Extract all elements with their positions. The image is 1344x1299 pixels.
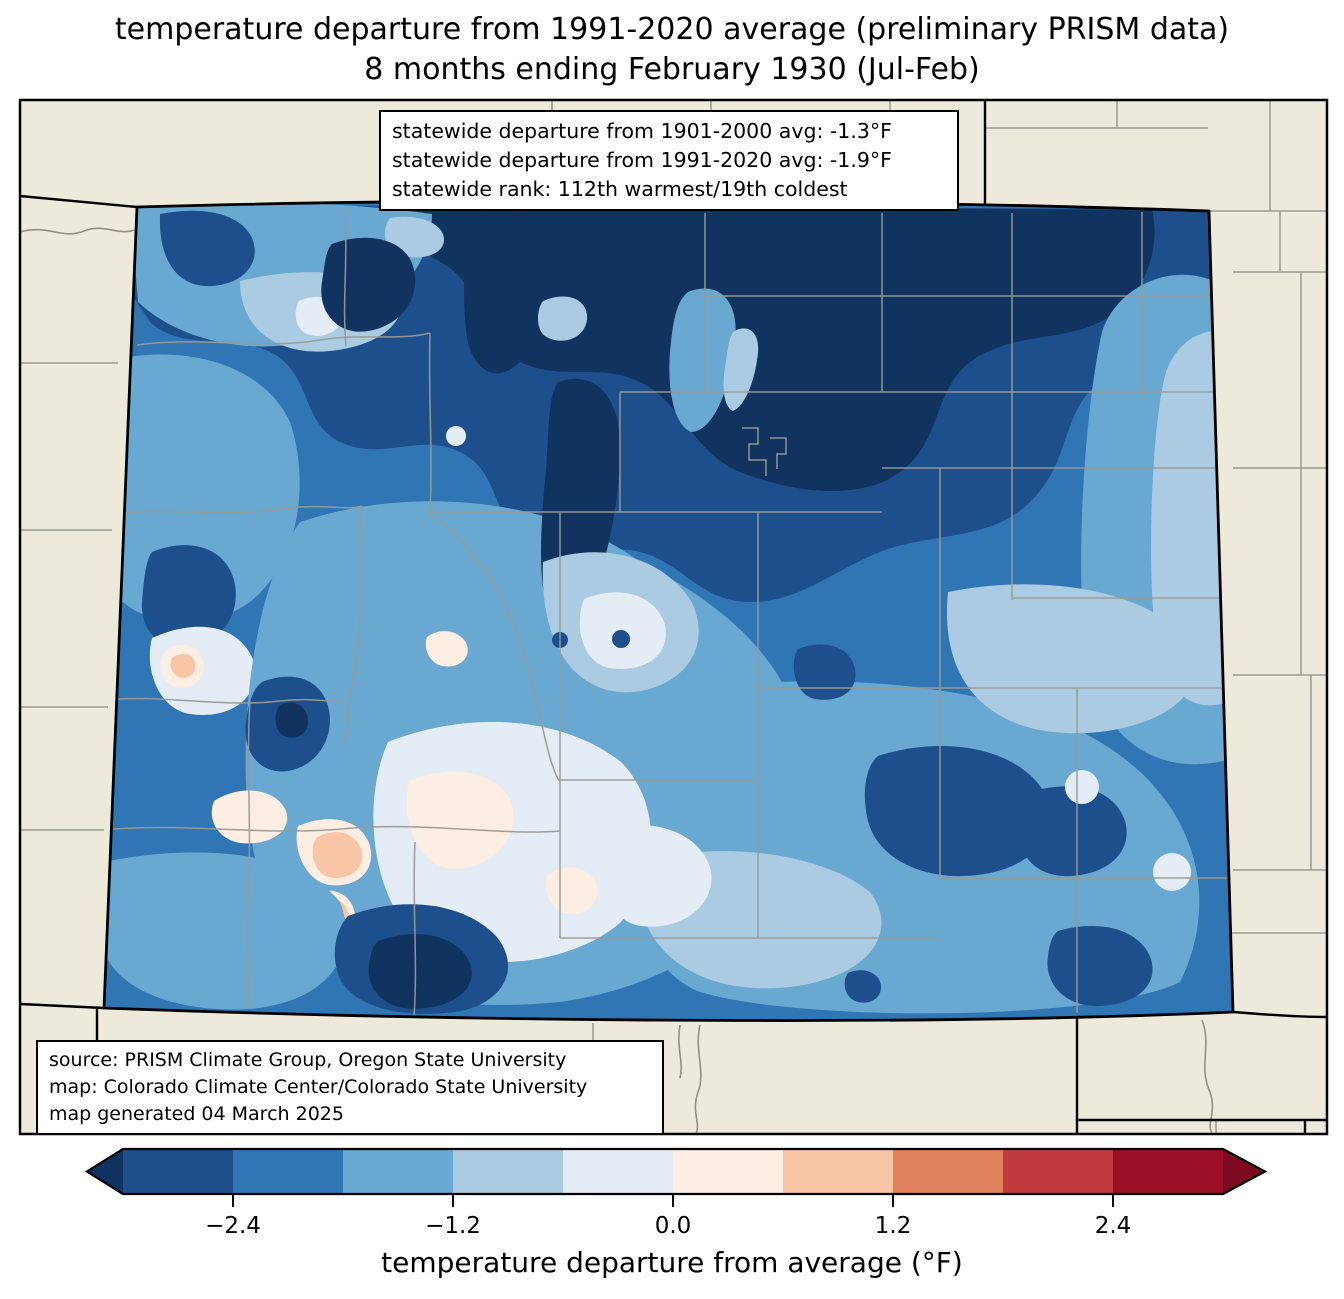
contour-fill-group: [104, 200, 1233, 1021]
colorbar-segment: [563, 1149, 674, 1194]
colorbar-segment: [343, 1149, 454, 1194]
colorbar-segment: [1003, 1149, 1114, 1194]
stats-line-1: statewide departure from 1901-2000 avg: …: [392, 119, 892, 143]
source-attribution-box: source: PRISM Climate Group, Oregon Stat…: [36, 1040, 664, 1135]
colorbar-segment: [123, 1149, 234, 1194]
colorbar-under-arrow: [87, 1149, 123, 1194]
colorbar-tick-label: −2.4: [205, 1213, 261, 1239]
colorbar: −2.4 −1.2 0.0 1.2 2.4: [87, 1149, 1265, 1239]
river-lines: [19, 227, 1214, 1134]
source-line-1: source: PRISM Climate Group, Oregon Stat…: [49, 1049, 567, 1071]
title-line-1: temperature departure from 1991-2020 ave…: [114, 12, 1230, 47]
source-line-3: map generated 04 March 2025: [49, 1103, 344, 1125]
colorbar-segment: [1113, 1149, 1224, 1194]
colorbar-tick-label: −1.2: [425, 1213, 481, 1239]
colorbar-tick-label: 0.0: [655, 1213, 692, 1239]
colorbar-segment: [453, 1149, 564, 1194]
stats-line-2: statewide departure from 1991-2020 avg: …: [392, 148, 892, 172]
title-line-2: 8 months ending February 1930 (Jul-Feb): [364, 52, 980, 87]
colorbar-axis-label: temperature departure from average (°F): [381, 1246, 963, 1279]
statewide-stats-box: statewide departure from 1901-2000 avg: …: [379, 110, 959, 211]
figure-title: temperature departure from 1991-2020 ave…: [0, 10, 1344, 90]
stats-line-3: statewide rank: 112th warmest/19th colde…: [392, 177, 848, 201]
plot-frame: [18, 98, 1329, 1136]
colorbar-tick-label: 1.2: [875, 1213, 912, 1239]
colorado-county-lines: [104, 209, 1233, 1017]
colorbar-tick-label: 2.4: [1095, 1213, 1132, 1239]
source-line-2: map: Colorado Climate Center/Colorado St…: [49, 1076, 588, 1098]
colorbar-outline: [84, 1147, 1268, 1196]
colorbar-segment: [783, 1149, 894, 1194]
colorbar-segment: [233, 1149, 344, 1194]
colorbar-over-arrow: [1223, 1149, 1265, 1194]
colorbar-segment: [673, 1149, 784, 1194]
colorbar-segment: [893, 1149, 1004, 1194]
